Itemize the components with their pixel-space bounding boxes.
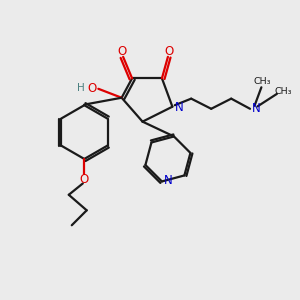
Text: O: O [80, 173, 89, 186]
Text: O: O [118, 45, 127, 58]
Text: N: N [252, 102, 261, 115]
Text: O: O [164, 45, 173, 58]
Text: N: N [175, 101, 183, 114]
Text: O: O [87, 82, 96, 95]
Text: H: H [77, 83, 85, 93]
Text: CH₃: CH₃ [254, 77, 271, 86]
Text: N: N [164, 174, 173, 188]
Text: CH₃: CH₃ [275, 87, 292, 96]
